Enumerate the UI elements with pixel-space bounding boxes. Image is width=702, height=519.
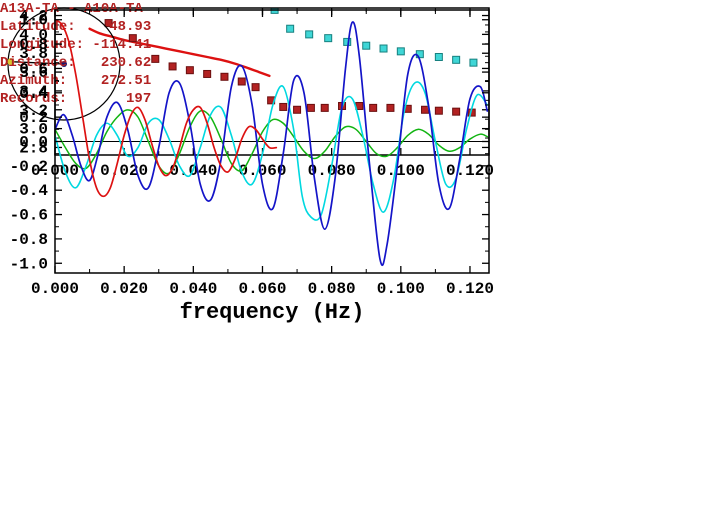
data-point-marker [279, 102, 288, 111]
y-tick-label: 3.4 [19, 83, 48, 101]
data-point-marker [293, 105, 302, 114]
reference-dispersion-curve-curve [88, 27, 271, 78]
azimuth-circle [7, 7, 121, 121]
x-tick-label: 0.020 [100, 280, 148, 298]
x-tick-label: 0.060 [238, 162, 286, 180]
station-info-panel: A13A-TA - A10A-TA Latitude: 48.93 Longit… [0, 0, 151, 108]
data-point-marker [343, 37, 352, 46]
data-point-marker [452, 107, 461, 116]
data-point-marker [320, 103, 329, 112]
data-point-marker [104, 19, 113, 28]
latitude-line: Latitude: 48.93 [0, 19, 152, 35]
data-point-marker [305, 30, 314, 39]
azimuth-circle-plot [7, 7, 121, 121]
station-center-dot [61, 61, 67, 67]
data-point-marker [379, 44, 388, 53]
data-point-marker [151, 54, 160, 63]
azimuth-line: Azimuth: 272.51 [0, 73, 152, 89]
data-point-marker [434, 53, 443, 61]
y-tick-label: -0.8 [10, 231, 48, 249]
data-point-marker [396, 47, 405, 56]
data-point-marker [306, 103, 315, 112]
data-point-marker [185, 66, 194, 75]
x-tick-label: 0.080 [308, 280, 356, 298]
data-point-marker [286, 24, 295, 33]
series-layer [55, 18, 489, 266]
y-tick-label: 3.8 [19, 45, 48, 63]
data-point-marker [203, 69, 212, 78]
y-tick-label: 3.6 [19, 64, 48, 82]
y-tick-label: 0.4 [19, 85, 48, 103]
data-point-marker [469, 58, 478, 67]
data-point-marker [369, 103, 378, 112]
y-tick-label: 0.6 [19, 60, 48, 78]
distance-line: Distance: 230.62 [0, 55, 152, 71]
data-point-marker [168, 62, 177, 71]
azimuth-direction-dot [7, 58, 15, 66]
y-tick-label: 2.8 [19, 139, 48, 157]
x-axis-label: frequency (Hz) [180, 300, 365, 325]
y-tick-label: 3.0 [19, 121, 48, 139]
axes-layer: 0.000 0.020 0.040 0.060 0.080 0.100 0.120 -1.0 -… [10, 9, 494, 298]
x-tick-label: 0.100 [377, 162, 425, 180]
waveform-plot: frequency (Hz) 0.000 0.020 0.040 0.060 0.080… [10, 9, 494, 325]
cyan-spectrum-curve [55, 81, 489, 221]
station-pair-label: A13A-TA - A10A-TA [0, 1, 143, 17]
data-point-marker [386, 103, 395, 112]
x-tick-label: 0.080 [308, 162, 356, 180]
data-point-marker [220, 72, 229, 81]
y-tick-label: -0.2 [10, 158, 48, 176]
y-tick-label: 4.0 [19, 26, 48, 44]
x-tick-label: 0.100 [377, 280, 425, 298]
data-point-marker [362, 41, 371, 50]
longitude-line: Longitude: -114.41 [0, 37, 152, 53]
green-spectrum-curve [55, 109, 489, 175]
x-tick-label: 0.000 [31, 280, 79, 298]
y-tick-label: -1.0 [10, 255, 48, 273]
data-point-marker [237, 77, 246, 86]
y-tick-label: 0.2 [19, 109, 48, 127]
y-tick-label: -0.6 [10, 207, 48, 225]
y-tick-label: 0.8 [19, 36, 48, 54]
y-tick-label: 0.0 [19, 134, 48, 152]
red-spectrum-curve [55, 18, 278, 198]
x-tick-label: 0.040 [169, 280, 217, 298]
data-point-marker [128, 34, 137, 43]
data-point-marker [452, 55, 461, 64]
data-point-marker [434, 106, 443, 115]
data-point-marker [324, 34, 333, 43]
blue-spectrum-curve [55, 21, 489, 266]
y-tick-label: -0.4 [10, 182, 49, 200]
x-tick-label: 0.120 [446, 280, 494, 298]
x-tick-label: 0.060 [238, 280, 286, 298]
data-point-marker [251, 83, 260, 92]
y-tick-label: 1.0 [19, 12, 48, 30]
records-line: Records: 197 [0, 91, 152, 107]
